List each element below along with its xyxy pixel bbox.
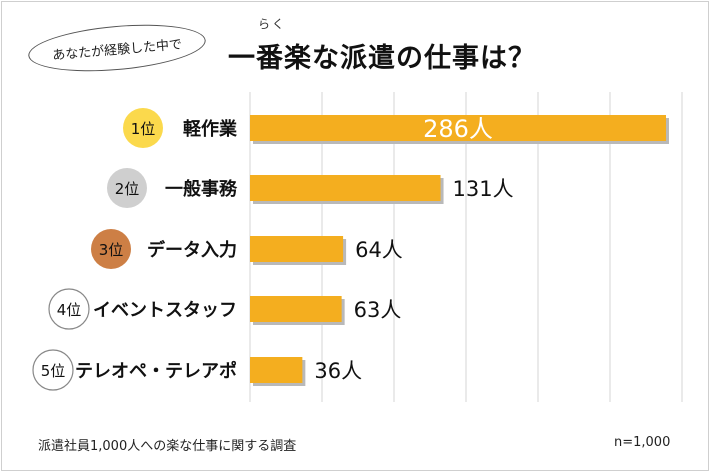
bar <box>250 115 666 141</box>
bar <box>250 175 441 201</box>
rank-badge <box>32 349 74 391</box>
rank-badge <box>48 288 90 330</box>
rank-label: 1位 <box>131 120 156 138</box>
data-label: 131人 <box>453 177 514 201</box>
data-label: 36人 <box>314 359 362 383</box>
data-label: 63人 <box>354 298 402 322</box>
rank-badge <box>107 168 147 208</box>
rank-label: 5位 <box>41 362 66 380</box>
bar <box>250 357 303 383</box>
rank-label: 4位 <box>57 301 82 319</box>
bar <box>250 296 342 322</box>
survey-note: 派遣社員1,000人への楽な仕事に関する調査 <box>38 439 297 454</box>
bar <box>250 236 344 262</box>
rank-label: 2位 <box>115 180 140 198</box>
category-label: データ入力 <box>147 239 237 261</box>
category-label: 軽作業 <box>183 118 238 140</box>
title-ruby: らく <box>258 17 287 31</box>
category-label: 一般事務 <box>165 178 238 200</box>
rank-label: 3位 <box>99 241 124 259</box>
data-label: 64人 <box>355 238 403 262</box>
chart-title: 一番楽な派遣の仕事は？ <box>228 43 536 74</box>
data-label: 286人 <box>423 115 493 143</box>
rank-badge <box>123 108 163 148</box>
rank-badge <box>91 229 131 269</box>
category-label: イベントスタッフ <box>93 300 237 321</box>
sample-size: n=1,000 <box>614 435 671 450</box>
category-label: テレオペ・テレアポ <box>75 360 237 382</box>
